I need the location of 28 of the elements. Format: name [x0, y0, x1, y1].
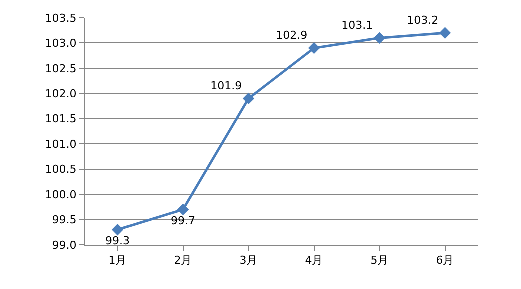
data-label: 103.1 [342, 18, 374, 32]
point [242, 92, 255, 105]
y-tick-label: 101.0 [45, 138, 77, 151]
x-tick-label: 3月 [240, 254, 258, 268]
x-tick-label: 4月 [305, 254, 324, 268]
x-tick-label: 5月 [370, 254, 389, 268]
y-tick-label: 102.5 [45, 62, 77, 76]
x-tick-label: 6月 [436, 254, 454, 268]
data-label: 99.3 [106, 234, 130, 248]
y-tick-label: 100.0 [45, 188, 77, 202]
y-tick-label: 99.5 [52, 214, 77, 227]
y-tick-label: 101.5 [45, 112, 77, 126]
point [177, 204, 190, 216]
x-tick-label: 1月 [108, 254, 127, 268]
data-label: 103.2 [407, 14, 439, 27]
y-tick-label: 102.0 [45, 88, 77, 101]
y-tick-label: 99.0 [52, 238, 77, 252]
y-tick-label: 103.5 [45, 12, 77, 25]
data-label: 101.9 [210, 79, 242, 92]
y-tick-label: 100.5 [45, 163, 77, 176]
data-label: 99.7 [171, 214, 196, 228]
point [439, 27, 452, 39]
point [308, 42, 320, 54]
x-tick-label: 2月 [174, 254, 192, 268]
point [112, 224, 124, 236]
y-tick-label: 103.0 [45, 37, 77, 50]
data-label: 102.9 [276, 28, 308, 42]
point [374, 32, 386, 44]
